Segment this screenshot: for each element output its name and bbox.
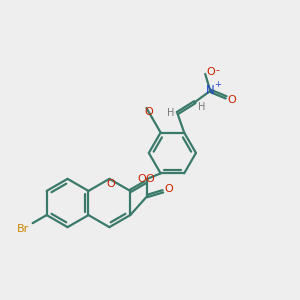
Text: O: O: [146, 174, 154, 184]
Text: H: H: [198, 103, 205, 112]
Text: O: O: [106, 179, 115, 189]
Text: H: H: [167, 108, 175, 118]
Text: +: +: [214, 80, 221, 89]
Text: O: O: [165, 184, 173, 194]
Text: -: -: [216, 65, 220, 75]
Text: N: N: [206, 84, 214, 97]
Text: O: O: [137, 174, 146, 184]
Text: O: O: [228, 95, 236, 105]
Text: O: O: [144, 106, 153, 117]
Text: O: O: [206, 68, 215, 77]
Text: Br: Br: [17, 224, 29, 234]
